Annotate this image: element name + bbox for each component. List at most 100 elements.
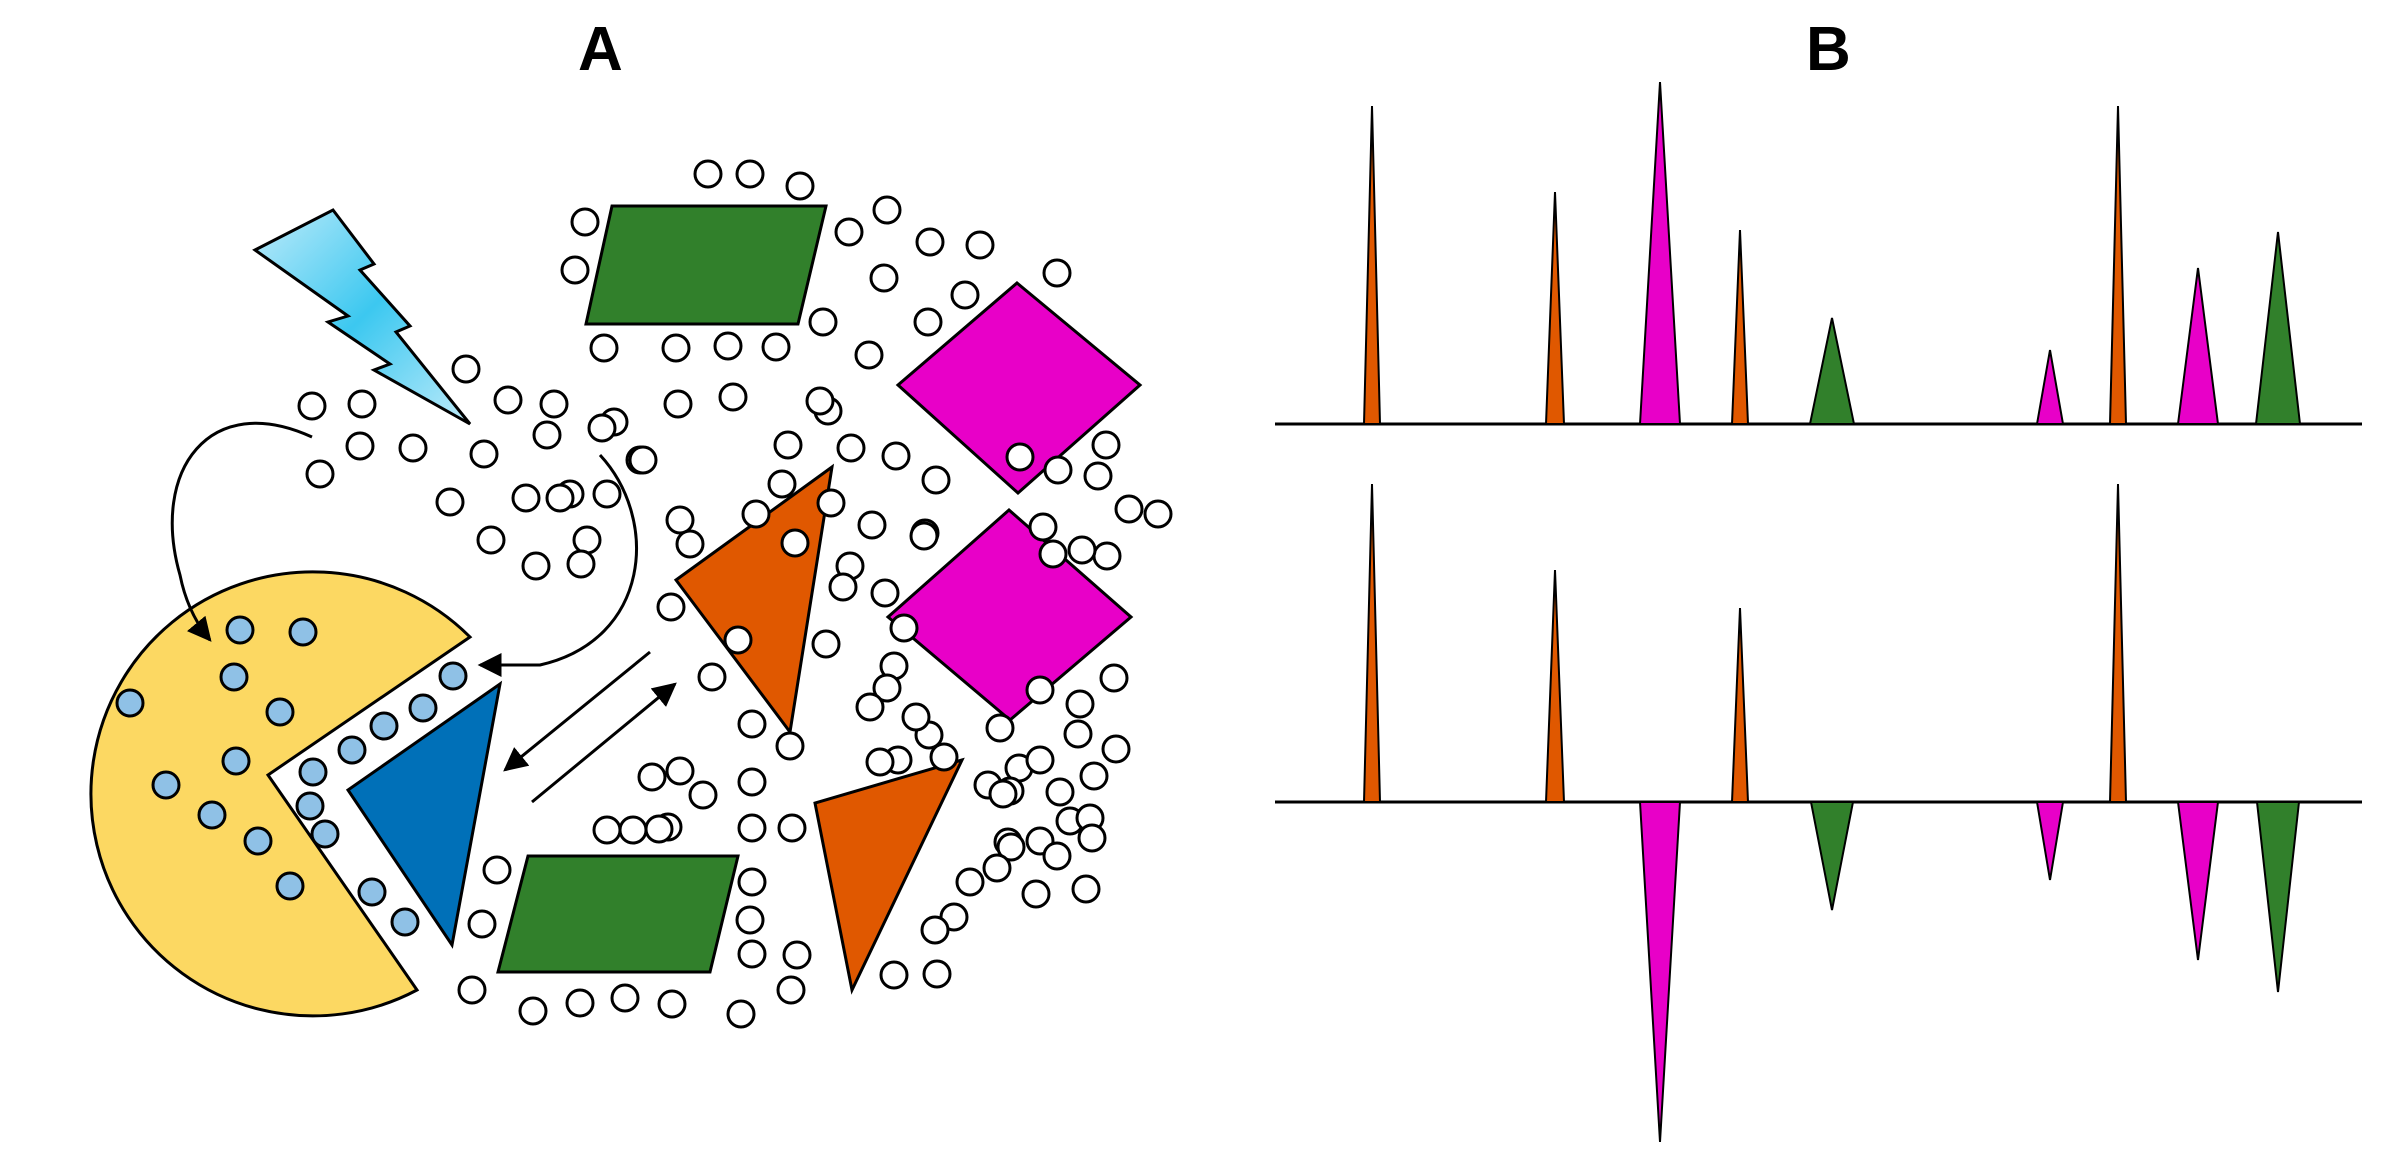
small-molecule-70 bbox=[566, 549, 596, 579]
small-molecule-33 bbox=[345, 431, 375, 461]
peak-bottom-7 bbox=[2108, 483, 2128, 803]
small-molecule-73 bbox=[656, 592, 686, 622]
small-molecule-72 bbox=[870, 578, 900, 608]
small-molecule-30 bbox=[532, 420, 562, 450]
small-molecule-55 bbox=[857, 510, 887, 540]
small-molecule-2 bbox=[735, 159, 765, 189]
bound-molecule-19 bbox=[390, 907, 420, 937]
small-molecules bbox=[297, 159, 1173, 1029]
small-molecule-35 bbox=[773, 430, 803, 460]
peak-top-7 bbox=[2108, 105, 2128, 425]
small-molecule-26 bbox=[663, 389, 693, 419]
peak-top-9 bbox=[2254, 231, 2302, 425]
bound-molecule-5 bbox=[115, 688, 145, 718]
small-molecule-47 bbox=[1114, 494, 1144, 524]
peak-bottom-9 bbox=[2255, 801, 2301, 993]
small-molecule-8 bbox=[915, 227, 945, 257]
small-molecule-66 bbox=[909, 521, 939, 551]
small-molecule-115 bbox=[1021, 879, 1051, 909]
small-molecule-28 bbox=[805, 386, 835, 416]
small-molecule-52 bbox=[665, 505, 695, 535]
peak-top-4 bbox=[1730, 229, 1750, 425]
small-molecule-36 bbox=[836, 433, 866, 463]
small-molecule-89 bbox=[1101, 734, 1131, 764]
small-molecule-124 bbox=[782, 940, 812, 970]
small-molecule-12 bbox=[950, 280, 980, 310]
small-molecule-9 bbox=[965, 230, 995, 260]
arrow-dissociation bbox=[503, 650, 651, 772]
small-molecule-42 bbox=[767, 469, 797, 499]
small-molecule-131 bbox=[565, 988, 595, 1018]
small-molecule-71 bbox=[828, 572, 858, 602]
small-molecule-108 bbox=[1077, 823, 1107, 853]
small-molecule-60 bbox=[1143, 499, 1173, 529]
small-molecule-54 bbox=[816, 488, 846, 518]
bound-molecule-12 bbox=[408, 693, 438, 723]
small-molecule-57 bbox=[1028, 512, 1058, 542]
pacman-receptor bbox=[89, 570, 473, 1018]
curved-arrow-into-receptor bbox=[170, 421, 313, 642]
small-molecule-24 bbox=[297, 391, 327, 421]
small-molecule-31 bbox=[587, 413, 617, 443]
small-molecule-96 bbox=[665, 756, 695, 786]
bound-molecule-1 bbox=[225, 615, 255, 645]
peak-top-6 bbox=[2035, 349, 2065, 425]
small-molecule-117 bbox=[955, 867, 985, 897]
small-molecule-85 bbox=[855, 692, 885, 722]
green-parallelogram-bottom bbox=[496, 854, 740, 974]
small-molecule-58 bbox=[1092, 541, 1122, 571]
small-molecule-111 bbox=[777, 813, 807, 843]
small-molecule-122 bbox=[737, 867, 767, 897]
small-molecule-116 bbox=[1071, 874, 1101, 904]
small-molecule-7 bbox=[560, 255, 590, 285]
small-molecule-84 bbox=[811, 629, 841, 659]
small-molecule-62 bbox=[572, 525, 602, 555]
small-molecule-64 bbox=[780, 528, 810, 558]
small-molecule-61 bbox=[476, 525, 506, 555]
peak-bottom-8 bbox=[2176, 801, 2220, 961]
bound-molecule-7 bbox=[151, 770, 181, 800]
small-molecule-87 bbox=[775, 731, 805, 761]
panel-b-spectra bbox=[1275, 81, 2362, 1143]
small-molecule-14 bbox=[913, 307, 943, 337]
small-molecule-99 bbox=[737, 767, 767, 797]
small-molecule-68 bbox=[1038, 539, 1068, 569]
small-molecule-50 bbox=[545, 483, 575, 513]
small-molecule-128 bbox=[467, 909, 497, 939]
panel-a-label: A bbox=[578, 15, 623, 84]
small-molecule-135 bbox=[644, 814, 674, 844]
bound-molecule-2 bbox=[288, 617, 318, 647]
arrow-binding bbox=[531, 682, 677, 804]
small-molecule-81 bbox=[985, 713, 1015, 743]
small-molecule-137 bbox=[592, 815, 622, 845]
small-molecule-119 bbox=[920, 915, 950, 945]
small-molecule-74 bbox=[723, 625, 753, 655]
peak-top-3 bbox=[1638, 81, 1682, 425]
small-molecule-93 bbox=[929, 742, 959, 772]
small-molecule-138 bbox=[637, 762, 667, 792]
small-molecule-22 bbox=[493, 385, 523, 415]
small-molecule-91 bbox=[1025, 745, 1055, 775]
small-molecule-53 bbox=[741, 499, 771, 529]
bound-molecule-15 bbox=[298, 757, 328, 787]
small-molecule-104 bbox=[988, 779, 1018, 809]
small-molecule-86 bbox=[737, 709, 767, 739]
small-molecule-51 bbox=[592, 479, 622, 509]
peak-top-1 bbox=[1362, 105, 1382, 425]
small-molecule-6 bbox=[834, 217, 864, 247]
small-molecule-110 bbox=[737, 813, 767, 843]
small-molecule-120 bbox=[879, 960, 909, 990]
peak-top-8 bbox=[2176, 267, 2220, 425]
bound-molecule-13 bbox=[369, 711, 399, 741]
small-molecule-80 bbox=[1025, 675, 1055, 705]
small-molecule-123 bbox=[735, 905, 765, 935]
small-molecule-75 bbox=[697, 662, 727, 692]
bound-molecule-16 bbox=[295, 791, 325, 821]
small-molecule-38 bbox=[469, 439, 499, 469]
small-molecule-100 bbox=[865, 747, 895, 777]
green-parallelogram-top bbox=[584, 204, 828, 326]
bound-molecule-17 bbox=[310, 819, 340, 849]
bound-molecule-3 bbox=[219, 662, 249, 692]
small-molecule-49 bbox=[435, 487, 465, 517]
